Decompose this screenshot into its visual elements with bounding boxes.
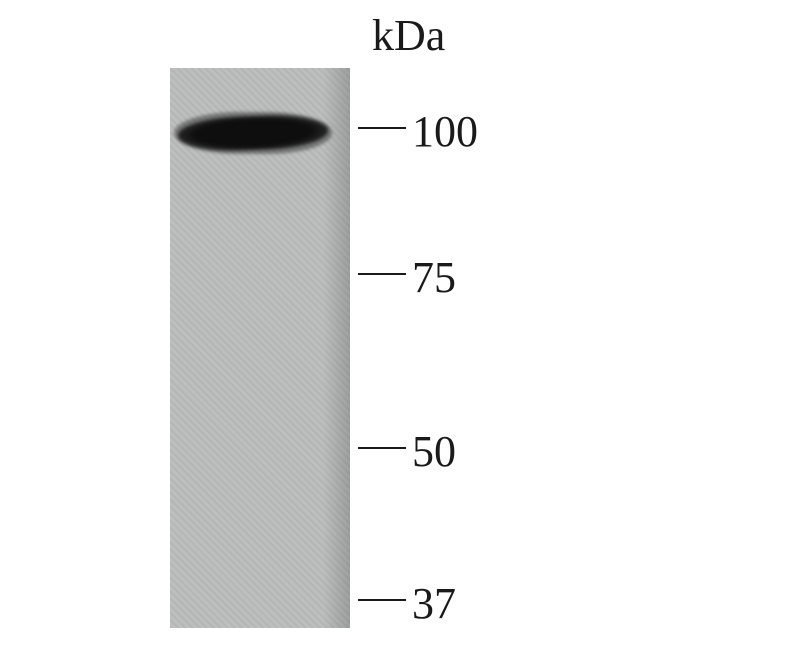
marker-label-100: 100 [412,106,478,157]
marker-label-50: 50 [412,426,456,477]
marker-tick-75 [358,273,406,275]
marker-tick-100 [358,127,406,129]
marker-label-75: 75 [412,252,456,303]
blot-figure: kDa 100 75 50 37 [0,0,805,654]
marker-tick-37 [358,599,406,601]
marker-label-37: 37 [412,578,456,629]
marker-tick-50 [358,447,406,449]
units-label: kDa [372,10,445,61]
